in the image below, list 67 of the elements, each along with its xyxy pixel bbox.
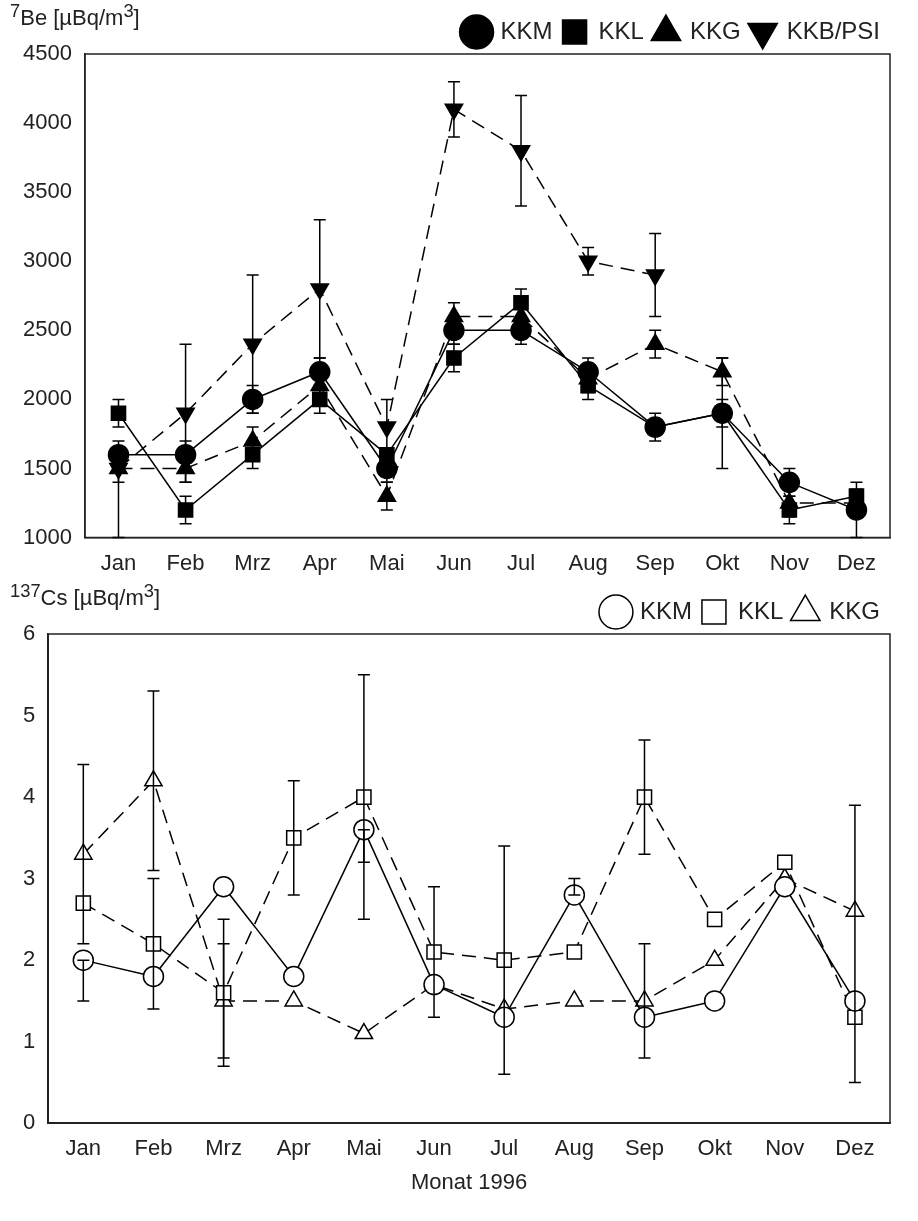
point <box>145 936 162 952</box>
point <box>283 965 305 988</box>
y-tick-label: 3500 <box>22 178 72 204</box>
point <box>633 1006 656 1028</box>
point <box>243 338 263 355</box>
point <box>215 984 232 1001</box>
y-tick-label: 2 <box>22 946 36 972</box>
x-tick-label: Mai <box>346 1135 382 1161</box>
x-tick-label: Okt <box>697 1135 732 1161</box>
y-tick-label: 1 <box>22 1027 36 1053</box>
x-tick-label: Jul <box>506 549 536 575</box>
x-tick-label: Sep <box>635 549 675 575</box>
legend-label: KKG <box>689 16 741 44</box>
point <box>706 911 723 928</box>
x-tick-label: Nov <box>769 549 809 575</box>
legend-label: KKL <box>598 16 644 44</box>
x-tick-label: Dez <box>835 1135 875 1161</box>
legend-label: KKM <box>500 16 553 44</box>
x-tick-label: Jul <box>490 1135 519 1161</box>
legend-label: KKL <box>737 596 784 624</box>
y-axis-title: $^{137}$Cs [µBq/m$^{3}$] <box>10 580 161 612</box>
y-tick-label: 1000 <box>22 523 72 549</box>
point <box>774 876 796 898</box>
y-tick-label: 0 <box>22 1109 36 1135</box>
y-axis-title: $^{7}$Be [µBq/m$^{3}$] <box>10 0 140 32</box>
x-tick-label: Feb <box>166 549 205 575</box>
point <box>703 990 726 1012</box>
x-tick-label: Nov <box>765 1135 805 1161</box>
x-tick-label: Aug <box>568 549 608 575</box>
y-tick-label: 3000 <box>22 247 72 273</box>
y-tick-label: 1500 <box>22 454 72 480</box>
x-tick-label: Mrz <box>205 1135 242 1161</box>
x-tick-label: Jan <box>100 549 137 575</box>
y-tick-label: 4000 <box>22 109 72 135</box>
x-tick-label: Mrz <box>234 549 271 575</box>
y-tick-label: 4 <box>22 783 36 809</box>
x-tick-label: Feb <box>134 1135 173 1161</box>
x-tick-label: Mai <box>369 549 405 575</box>
point <box>446 350 462 366</box>
x-tick-label: Sep <box>624 1135 665 1161</box>
x-tick-label: Jun <box>436 549 472 575</box>
y-tick-label: 6 <box>22 620 36 646</box>
legend-label: KKM <box>639 596 692 624</box>
x-tick-label: Jan <box>65 1135 102 1161</box>
x-tick-label: Apr <box>276 1135 311 1161</box>
point <box>177 502 194 518</box>
point <box>636 789 653 805</box>
point <box>776 854 793 871</box>
x-tick-label: Jun <box>416 1135 452 1161</box>
y-tick-label: 4500 <box>22 40 72 66</box>
x-tick-label: Aug <box>554 1135 594 1161</box>
point <box>75 895 92 911</box>
point <box>110 405 127 422</box>
x-axis-title: Monat 1996 <box>411 1168 528 1194</box>
x-tick-label: Okt <box>705 549 740 575</box>
point <box>212 876 235 898</box>
point <box>142 965 165 988</box>
x-tick-label: Dez <box>836 549 877 575</box>
point <box>107 443 130 466</box>
y-tick-label: 5 <box>22 701 36 727</box>
point <box>566 944 583 960</box>
y-tick-label: 2500 <box>22 316 72 342</box>
legend-label: KKB/PSI <box>786 16 880 44</box>
y-tick-label: 2000 <box>22 385 72 411</box>
legend-label: KKG <box>829 596 880 624</box>
y-tick-label: 3 <box>22 864 36 890</box>
x-tick-label: Apr <box>302 549 337 575</box>
